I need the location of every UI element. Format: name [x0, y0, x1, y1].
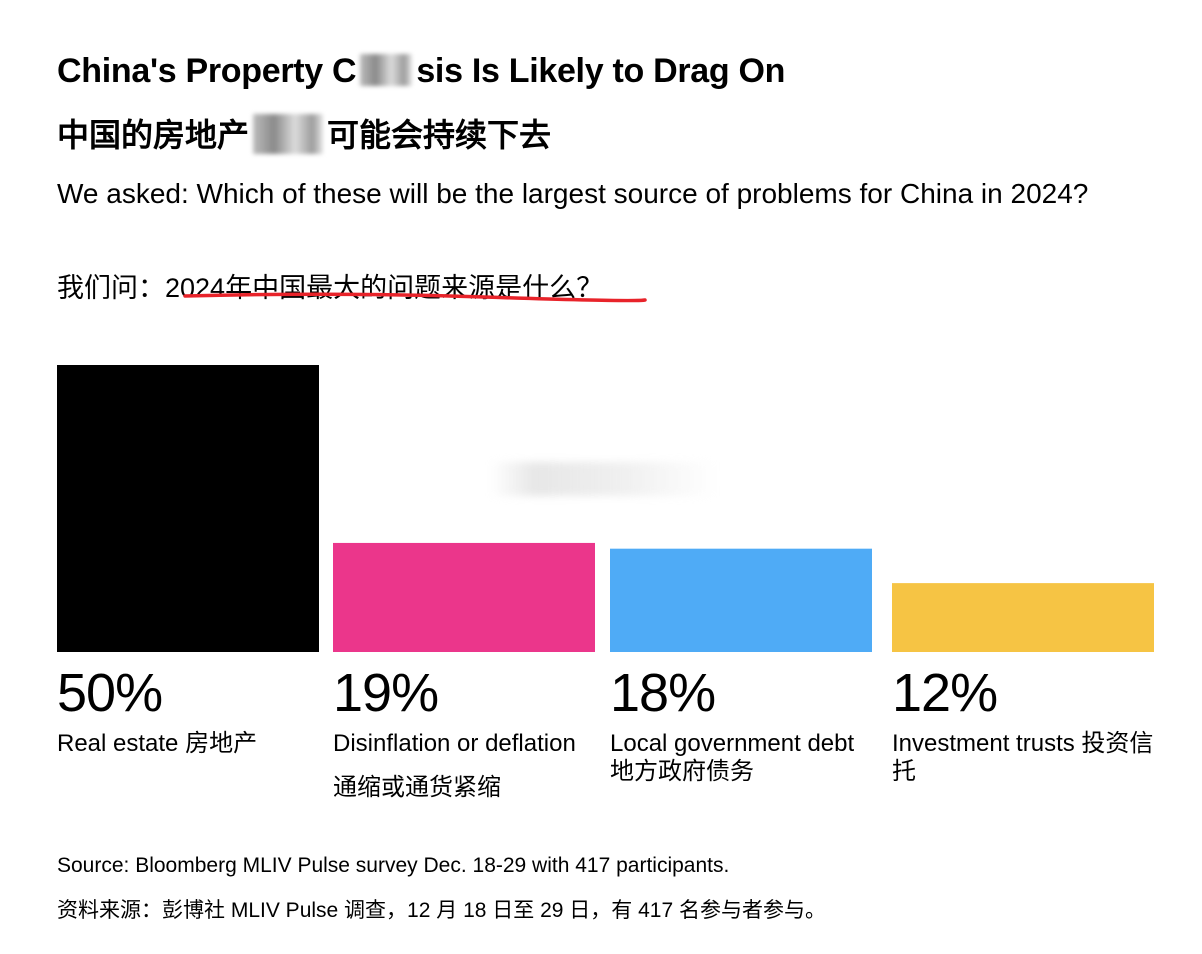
redaction-mask: [360, 54, 413, 86]
watermark: [490, 462, 716, 496]
chart-title-zh-part1: 中国的房地产: [57, 117, 250, 153]
subtitle-zh-suffix: ？: [576, 273, 604, 303]
category-label: Real estate 房地产: [57, 730, 258, 757]
bar-3: [610, 548, 872, 652]
value-label: 19%: [333, 663, 439, 723]
redaction-mask-zh: [253, 114, 324, 154]
chart-title-part1: China's Property C: [57, 52, 357, 90]
category-label: Disinflation or deflation: [333, 730, 576, 757]
chart-subtitle: We asked: Which of these will be the lar…: [57, 178, 1089, 209]
value-label: 18%: [610, 663, 716, 723]
bar-4: [892, 583, 1154, 652]
bar-2: [333, 542, 595, 652]
category-label-zh: 通缩或通货紧缩: [333, 774, 501, 801]
chart-title-zh: 中国的房地产 可能会持续下去: [57, 110, 551, 156]
red-underline-annotation: [183, 292, 647, 303]
chart-title: China's Property C sis Is Likely to Drag …: [57, 52, 785, 91]
subtitle-zh-prefix: 我们问：: [57, 273, 165, 303]
bar-label-group-1: 50% Real estate 房地产: [57, 666, 319, 758]
source-note: Source: Bloomberg MLIV Pulse survey Dec.…: [57, 854, 730, 877]
chart-title-zh-part2: 可能会持续下去: [327, 117, 552, 153]
bar-label-group-4: 12% Investment trusts 投资信托: [892, 666, 1154, 786]
bar-label-group-3: 18% Local government debt 地方政府债务: [610, 666, 872, 786]
bar-label-group-2: 19% Disinflation or deflation 通缩或通货紧缩: [333, 666, 595, 802]
category-label: Investment trusts 投资信托: [892, 730, 1154, 785]
value-label: 12%: [892, 663, 998, 723]
chart-title-part2: sis Is Likely to Drag On: [416, 52, 786, 90]
bar-1: [57, 365, 319, 652]
value-label: 50%: [57, 663, 163, 723]
category-label: Local government debt 地方政府债务: [610, 730, 855, 785]
source-note-zh: 资料来源：彭博社 MLIV Pulse 调查，12 月 18 日至 29 日，有…: [57, 899, 826, 922]
